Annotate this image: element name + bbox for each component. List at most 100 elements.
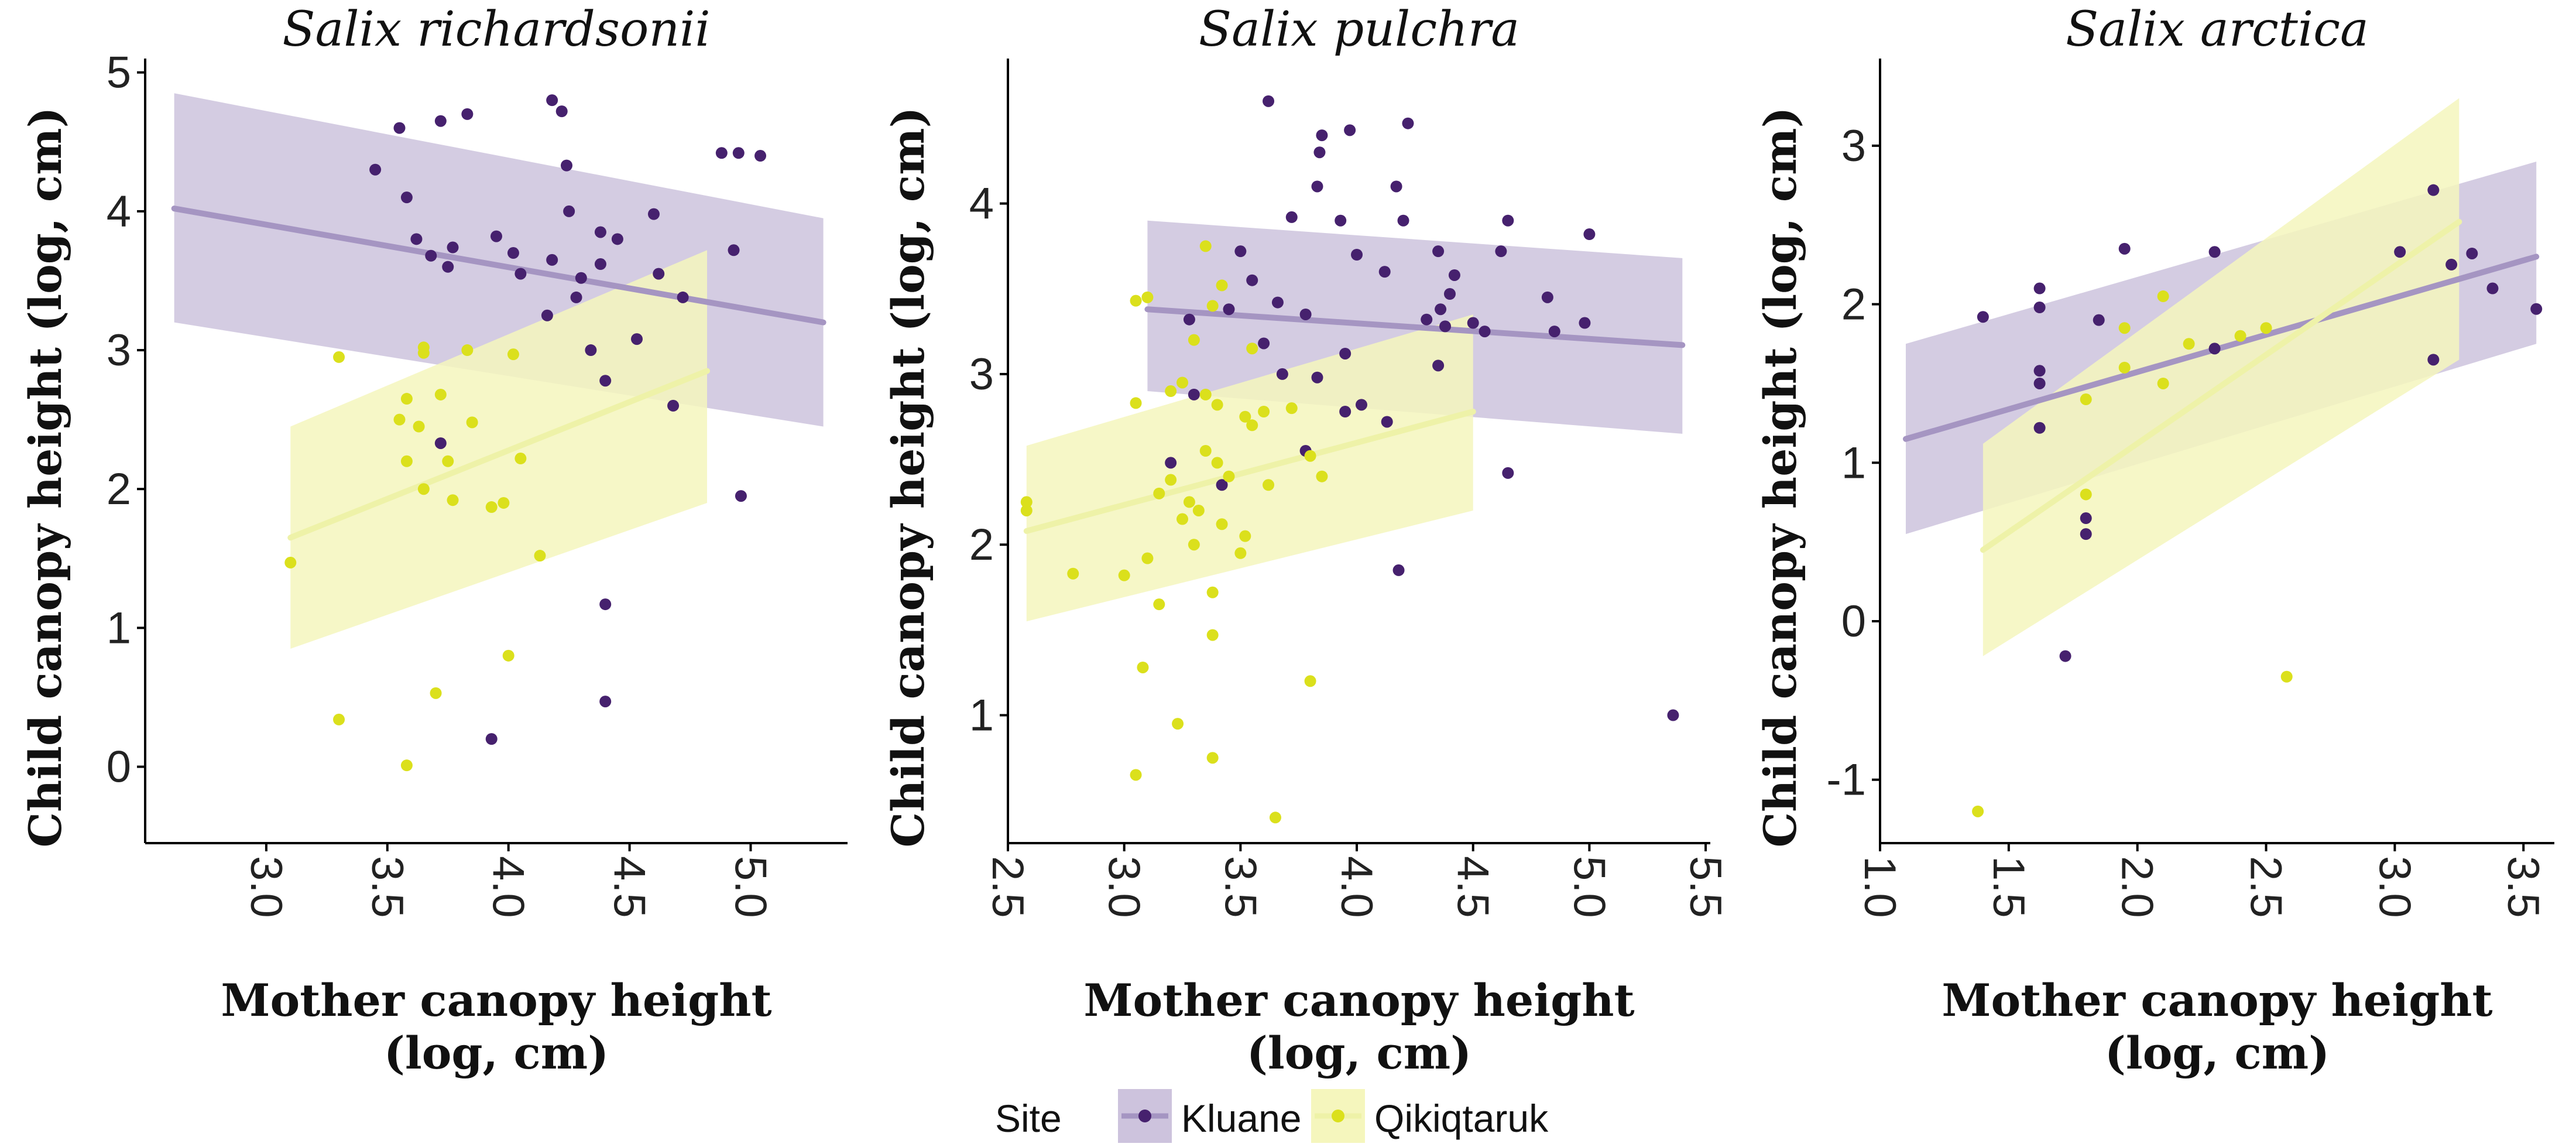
data-point-kluane — [575, 272, 587, 284]
points-kluane — [369, 94, 767, 745]
x-tick-label: 5.5 — [1680, 856, 1730, 918]
data-point-kluane — [2427, 184, 2440, 196]
data-point-qikiqtaruk — [400, 759, 413, 772]
x-tick-label: 2.5 — [983, 856, 1033, 918]
data-point-kluane — [1378, 266, 1391, 278]
data-point-qikiqtaruk — [400, 455, 413, 467]
data-point-kluane — [1234, 245, 1247, 258]
data-point-qikiqtaruk — [1118, 569, 1130, 581]
data-point-kluane — [1502, 214, 1514, 227]
data-point-kluane — [2427, 354, 2440, 366]
y-tick-label: 5 — [107, 48, 131, 98]
data-point-kluane — [1583, 228, 1596, 241]
data-point-qikiqtaruk — [1304, 675, 1316, 687]
x-axis-title-line2: (log, cm) — [2105, 1027, 2330, 1079]
data-point-qikiqtaruk — [461, 344, 474, 357]
data-point-kluane — [1432, 359, 1445, 372]
data-point-qikiqtaruk — [1130, 397, 1142, 409]
data-point-qikiqtaruk — [2234, 330, 2246, 342]
x-tick-label: 5.0 — [1564, 856, 1614, 918]
x-tick-label: 1.0 — [1855, 856, 1905, 918]
data-point-qikiqtaruk — [498, 497, 510, 509]
data-point-kluane — [647, 208, 660, 220]
x-tick-label: 3.0 — [2369, 856, 2419, 918]
data-point-qikiqtaruk — [1216, 518, 1228, 530]
data-point-qikiqtaruk — [284, 556, 297, 569]
data-point-kluane — [677, 291, 689, 303]
data-point-kluane — [400, 191, 413, 204]
data-point-kluane — [1432, 245, 1445, 258]
data-point-kluane — [1258, 337, 1270, 350]
data-point-kluane — [561, 159, 572, 172]
data-point-qikiqtaruk — [1141, 552, 1154, 564]
x-tick-label: 4.5 — [605, 856, 654, 918]
data-point-kluane — [546, 94, 558, 107]
data-point-kluane — [1548, 326, 1560, 338]
ci-band-qikiqtaruk — [1026, 314, 1473, 622]
data-point-qikiqtaruk — [1258, 406, 1270, 417]
data-point-qikiqtaruk — [2183, 338, 2195, 350]
data-point-kluane — [1183, 313, 1195, 326]
x-tick-label: 1.5 — [1984, 856, 2033, 918]
data-point-kluane — [599, 598, 612, 611]
data-point-kluane — [1351, 249, 1363, 261]
data-point-qikiqtaruk — [1211, 457, 1223, 469]
legend-label-qikiqtaruk: Qikiqtaruk — [1374, 1097, 1549, 1140]
data-point-kluane — [2466, 247, 2478, 259]
data-point-qikiqtaruk — [2157, 290, 2169, 303]
data-point-qikiqtaruk — [1246, 343, 1258, 355]
data-point-qikiqtaruk — [1130, 295, 1142, 307]
data-point-qikiqtaruk — [485, 501, 498, 513]
data-point-qikiqtaruk — [2080, 488, 2092, 501]
data-point-qikiqtaruk — [434, 388, 447, 400]
data-point-qikiqtaruk — [1153, 598, 1165, 611]
panel-title: Salix arctica — [2066, 2, 2369, 57]
data-point-qikiqtaruk — [2157, 377, 2169, 389]
x-axis-title-line2: (log, cm) — [1247, 1027, 1471, 1079]
data-point-qikiqtaruk — [2118, 361, 2131, 374]
data-point-qikiqtaruk — [393, 413, 406, 426]
data-point-qikiqtaruk — [1020, 496, 1033, 508]
data-point-kluane — [563, 205, 575, 217]
data-point-kluane — [735, 490, 747, 502]
data-point-kluane — [611, 233, 623, 245]
data-point-kluane — [1397, 214, 1409, 227]
data-point-kluane — [490, 230, 502, 242]
y-tick-label: 3 — [969, 350, 994, 399]
data-point-qikiqtaruk — [1172, 718, 1184, 730]
data-point-kluane — [434, 437, 447, 449]
data-point-kluane — [485, 733, 498, 745]
x-axis-title: Mother canopy height — [221, 974, 771, 1026]
data-point-qikiqtaruk — [1304, 450, 1316, 462]
data-point-kluane — [2530, 303, 2543, 315]
data-point-kluane — [410, 233, 423, 245]
y-tick-label: 4 — [107, 187, 131, 237]
data-point-kluane — [1579, 317, 1591, 329]
points-kluane — [1165, 95, 1679, 721]
legend-title: Site — [995, 1097, 1062, 1140]
legend-key-qikiqtaruk-point — [1332, 1110, 1344, 1122]
data-point-kluane — [2033, 282, 2046, 295]
data-point-qikiqtaruk — [1192, 504, 1205, 516]
data-point-kluane — [2033, 302, 2046, 314]
data-point-qikiqtaruk — [1211, 399, 1223, 411]
data-point-kluane — [1311, 371, 1323, 384]
ci-band-qikiqtaruk — [1982, 98, 2460, 656]
data-point-qikiqtaruk — [1141, 291, 1154, 303]
data-point-kluane — [1977, 311, 1989, 323]
data-point-kluane — [594, 258, 606, 271]
x-tick-label: 3.5 — [1215, 856, 1265, 918]
panel-2: Salix pulchra 1 2 3 4 2.5 3.0 3.5 4.0 4.5 5.0 5.5 Mo… — [882, 2, 1730, 1079]
fit-line-qikiqtaruk — [1023, 409, 1476, 534]
data-point-kluane — [599, 696, 612, 708]
data-point-kluane — [2033, 365, 2046, 377]
data-point-qikiqtaruk — [1269, 812, 1281, 824]
x-axis-title: Mother canopy height — [1942, 974, 2492, 1026]
legend: Site Kluane Qikiqtaruk — [995, 1089, 1549, 1143]
x-tick-label: 2.5 — [2241, 856, 2291, 918]
data-point-kluane — [1165, 457, 1177, 469]
data-point-qikiqtaruk — [1206, 752, 1219, 764]
data-point-kluane — [1285, 211, 1298, 223]
y-tick-label: 2 — [969, 520, 994, 570]
y-tick-label: 2 — [1841, 280, 1866, 330]
